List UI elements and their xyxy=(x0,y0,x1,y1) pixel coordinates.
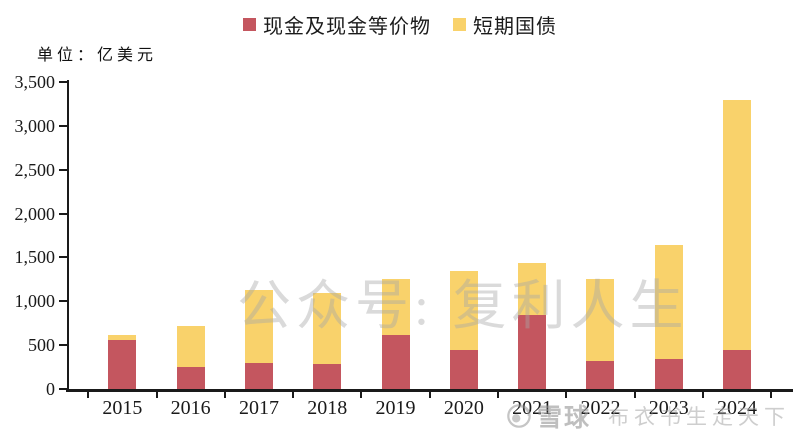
bar-segment-tbills-2020 xyxy=(449,270,478,350)
bar-segment-cash-2017 xyxy=(244,362,273,389)
bar-segment-cash-2018 xyxy=(313,364,342,389)
y-tick-label: 0 xyxy=(46,379,55,399)
x-axis-label-2015: 2015 xyxy=(102,397,143,419)
bar-segment-tbills-2017 xyxy=(244,289,273,363)
y-tick xyxy=(59,168,67,171)
x-axis-label-2017: 2017 xyxy=(238,397,279,419)
x-axis-label-2023: 2023 xyxy=(648,397,689,419)
y-tick-label: 3,000 xyxy=(14,115,56,136)
y-tick xyxy=(59,81,67,83)
x-tick xyxy=(223,391,226,398)
y-tick-label: 1,500 xyxy=(14,247,56,268)
legend-item-cash: 现金及现金等价物 xyxy=(243,10,431,39)
y-tick-label: 2,500 xyxy=(14,159,56,180)
bar-segment-cash-2020 xyxy=(449,349,478,389)
bar-segment-cash-2023 xyxy=(654,358,683,389)
y-tick xyxy=(59,256,67,259)
unit-label: 单位：亿美元 xyxy=(37,47,158,64)
x-tick xyxy=(770,391,773,398)
x-axis-label-2018: 2018 xyxy=(307,397,348,419)
bar-segment-tbills-2021 xyxy=(518,262,547,315)
bar-segment-tbills-2018 xyxy=(313,292,342,364)
y-tick xyxy=(59,124,67,127)
bar-segment-cash-2024 xyxy=(723,350,752,389)
x-tick xyxy=(497,391,499,398)
legend: 现金及现金等价物 短期国债 xyxy=(0,10,800,39)
y-tick-label: 2,000 xyxy=(14,203,56,224)
bar-segment-cash-2016 xyxy=(176,367,205,389)
bar-segment-tbills-2022 xyxy=(586,279,615,361)
x-axis-label-2024: 2024 xyxy=(717,397,758,419)
bar-segment-cash-2022 xyxy=(586,360,615,389)
y-tick-label: 500 xyxy=(28,335,55,356)
y-tick xyxy=(59,344,67,347)
bar-segment-tbills-2016 xyxy=(176,326,205,368)
x-tick xyxy=(701,391,704,398)
bar-segment-cash-2019 xyxy=(381,335,410,389)
x-tick xyxy=(360,391,363,398)
bar-segment-tbills-2024 xyxy=(723,99,752,351)
y-tick-label: 3,500 xyxy=(14,72,56,92)
y-tick xyxy=(59,388,67,390)
x-tick xyxy=(428,391,431,398)
legend-swatch-cash-icon xyxy=(243,18,256,31)
legend-swatch-tbills-icon xyxy=(453,18,466,31)
x-axis-label-2016: 2016 xyxy=(170,397,211,419)
bar-segment-tbills-2023 xyxy=(654,245,683,359)
x-tick xyxy=(292,391,295,398)
y-tick-label: 1,000 xyxy=(14,291,56,312)
y-axis-line xyxy=(67,80,69,392)
x-tick xyxy=(633,391,636,398)
legend-label-cash: 现金及现金等价物 xyxy=(263,16,431,38)
y-tick xyxy=(59,300,67,303)
x-tick xyxy=(155,391,158,398)
y-tick xyxy=(59,212,67,215)
x-tick xyxy=(87,391,90,398)
x-axis-label-2022: 2022 xyxy=(580,397,621,419)
legend-label-tbills: 短期国债 xyxy=(473,16,557,38)
x-axis-line xyxy=(66,389,793,392)
bar-segment-cash-2015 xyxy=(108,340,137,389)
bar-segment-cash-2021 xyxy=(518,314,547,389)
legend-item-tbills: 短期国债 xyxy=(453,10,557,39)
x-axis-label-2019: 2019 xyxy=(375,397,416,419)
x-axis-label-2020: 2020 xyxy=(443,397,484,419)
bar-segment-tbills-2019 xyxy=(381,279,410,336)
x-tick xyxy=(565,391,568,398)
x-axis-label-2021: 2021 xyxy=(512,397,553,419)
bar-segment-tbills-2015 xyxy=(108,335,137,341)
